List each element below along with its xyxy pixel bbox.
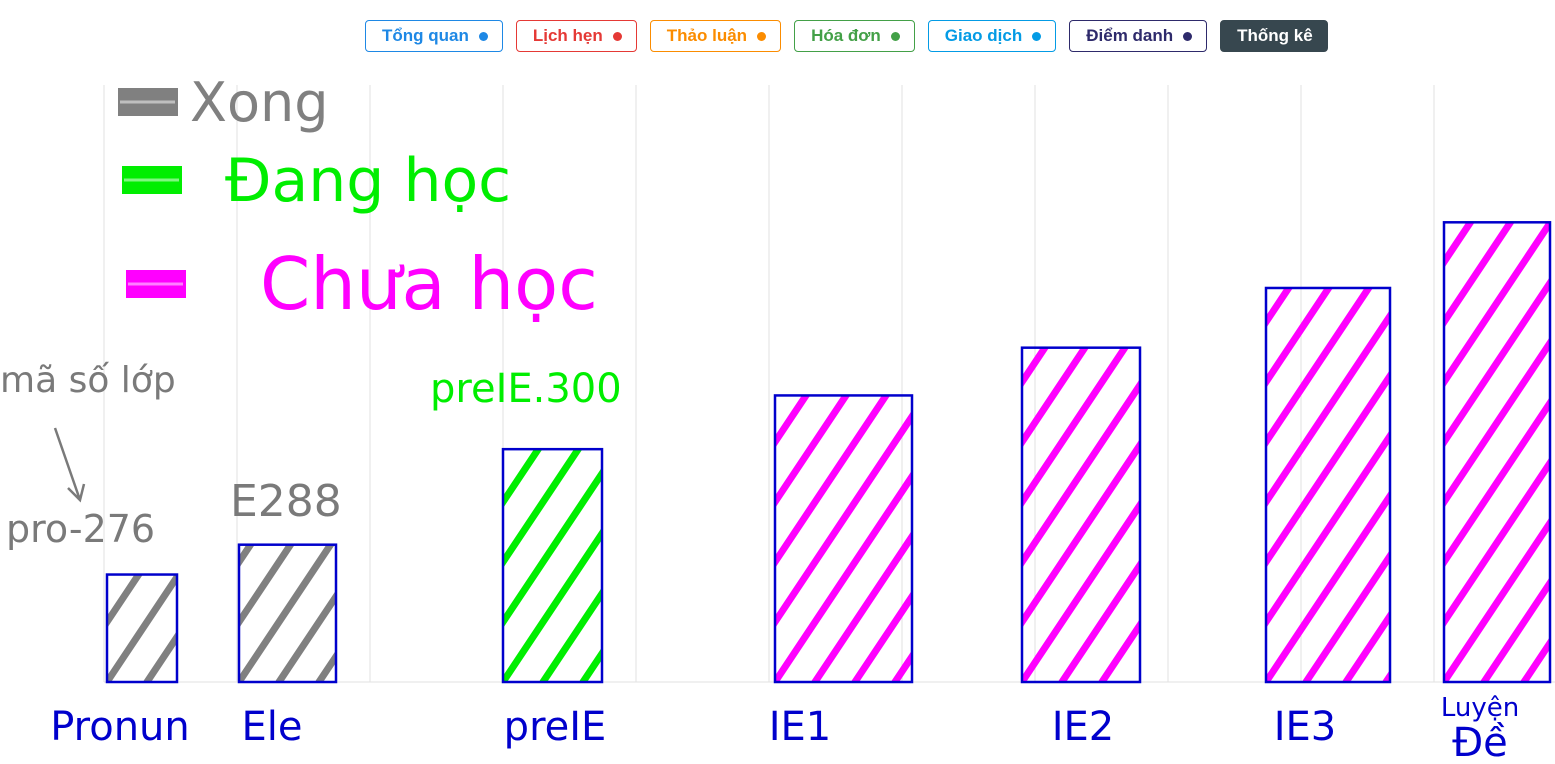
tab-label: Điểm danh — [1086, 26, 1174, 45]
bar-hatch — [107, 574, 177, 682]
x-tick-label: IE1 — [769, 704, 832, 750]
legend-label: Xong — [190, 71, 329, 134]
bar — [1442, 221, 1552, 684]
x-tick-label: Ele — [242, 704, 303, 750]
bar-hatch — [1022, 347, 1140, 682]
chart-annotations: mã số lớp pro-276 E288 preIE.300 — [0, 360, 622, 551]
x-tick-label: IE3 — [1274, 704, 1337, 750]
legend-label: Chưa học — [260, 242, 598, 326]
tab-appointments[interactable]: Lịch hẹn — [515, 20, 637, 52]
x-axis-labels: Pronun Ele preIE IE1 IE2 IE3 Luyện Đề — [50, 693, 1519, 764]
bar — [105, 573, 179, 684]
status-dot-icon — [1183, 31, 1193, 41]
status-dot-icon — [478, 31, 488, 41]
bar — [773, 394, 914, 684]
tab-label: Giao dịch — [944, 26, 1023, 45]
status-dot-icon — [757, 31, 767, 41]
status-dot-icon — [1032, 31, 1042, 41]
chart-bars — [105, 221, 1552, 684]
x-tick-label: Luyện Đề — [1441, 693, 1519, 764]
bar-hatch — [1266, 287, 1390, 682]
legend-swatch — [118, 88, 178, 116]
x-tick-label: preIE — [504, 704, 607, 750]
bar-hatch — [503, 449, 602, 683]
tab-attendance[interactable]: Điểm danh — [1069, 20, 1208, 52]
preie-code-annotation: preIE.300 — [430, 366, 622, 412]
bar — [1264, 286, 1392, 684]
tab-label: Thảo luận — [666, 26, 748, 45]
tab-overview[interactable]: Tổng quan — [365, 20, 503, 52]
tab-bar: Tổng quan Lịch hẹn Thảo luận Hóa đơn Gia… — [365, 20, 1328, 52]
x-tick-label: Pronun — [50, 704, 190, 750]
tab-label: Hóa đơn — [811, 26, 881, 45]
bar — [501, 447, 604, 684]
tab-label: Thống kê — [1237, 26, 1313, 45]
tab-discussion[interactable]: Thảo luận — [649, 20, 782, 52]
bar-hatch — [1444, 222, 1550, 682]
tab-label: Tổng quan — [382, 26, 469, 45]
tab-transactions[interactable]: Giao dịch — [927, 20, 1057, 52]
status-dot-icon — [890, 31, 900, 41]
bar-hatch — [239, 544, 336, 682]
ele-code-annotation: E288 — [230, 476, 342, 527]
status-dot-icon — [612, 31, 622, 41]
bar-hatch — [775, 395, 912, 682]
chart-legend: Xong Đang học Chưa học — [118, 71, 598, 326]
legend-swatch — [122, 166, 182, 194]
legend-label: Đang học — [225, 146, 511, 216]
bar — [237, 543, 338, 684]
tab-statistics[interactable]: Thống kê — [1220, 20, 1328, 52]
pronun-code-annotation: pro-276 — [6, 507, 155, 551]
bar — [1020, 346, 1142, 684]
arrow-icon — [53, 427, 86, 503]
x-tick-label: IE2 — [1052, 704, 1115, 750]
tab-label: Lịch hẹn — [532, 26, 603, 45]
class-code-label: mã số lớp — [0, 360, 176, 401]
tab-invoices[interactable]: Hóa đơn — [794, 20, 915, 52]
legend-swatch — [126, 270, 186, 298]
